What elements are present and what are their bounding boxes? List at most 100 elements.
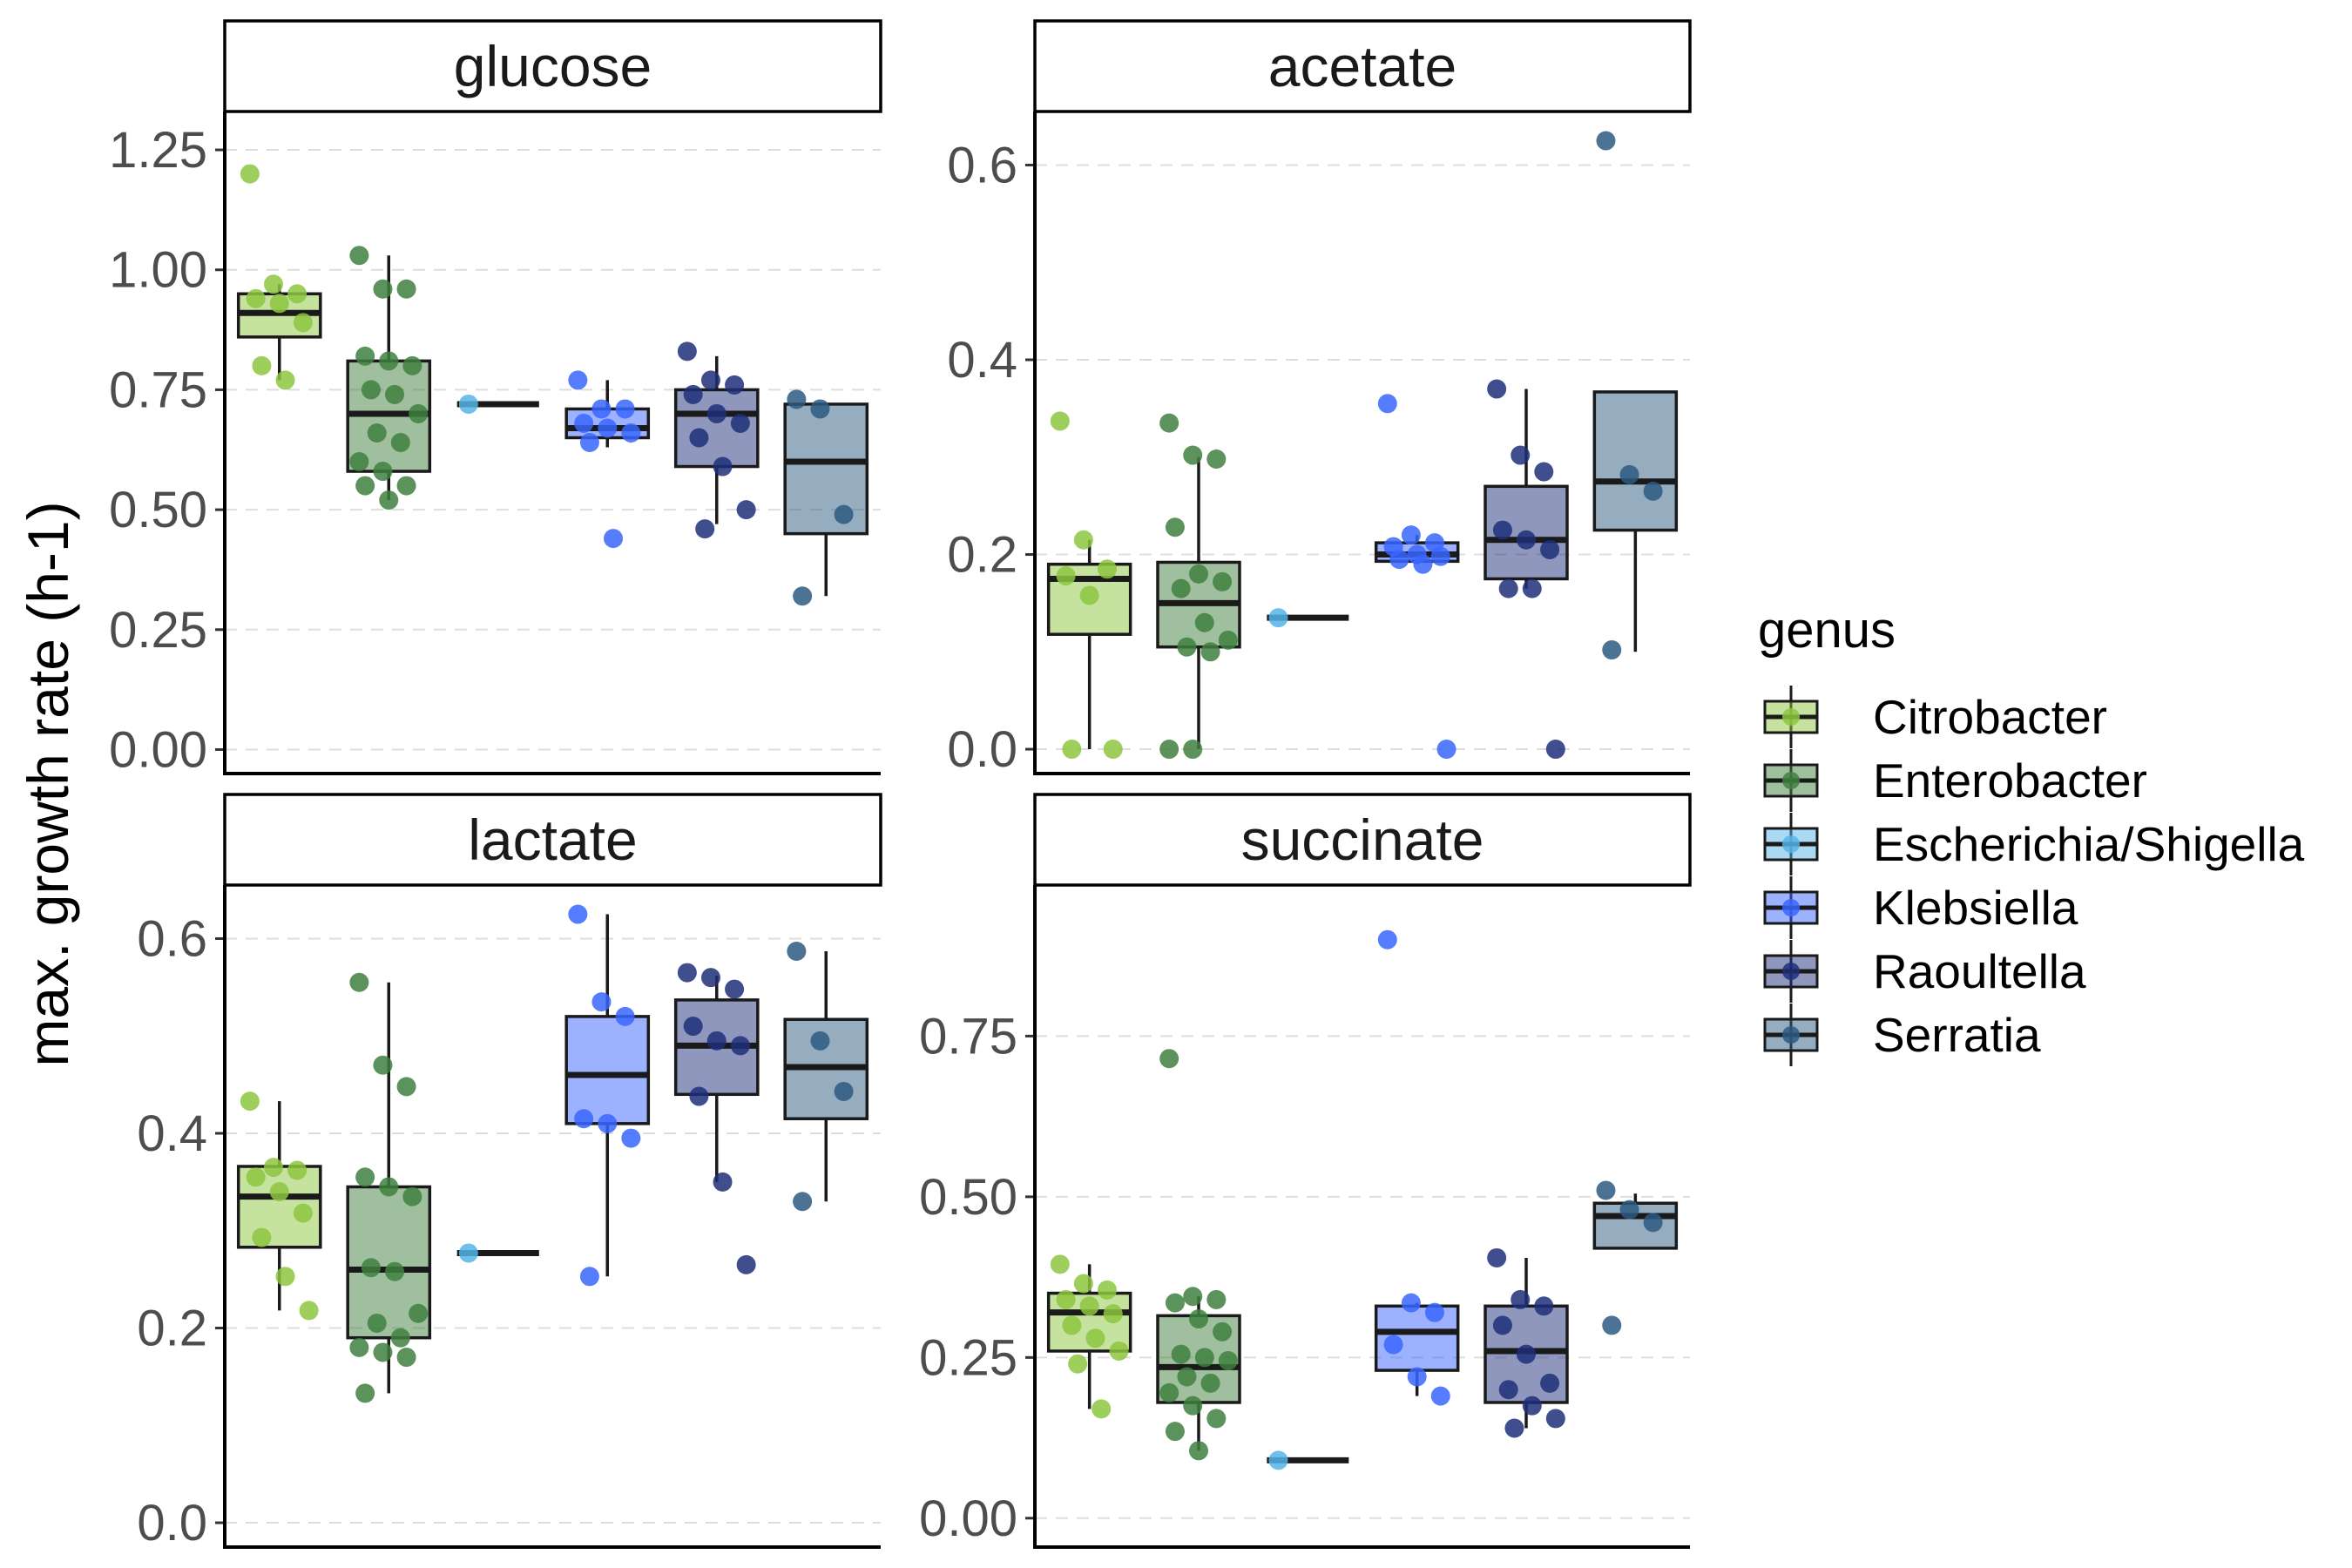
box-group-acetate-klebsiella [1374, 394, 1460, 760]
data-point-lactate-citrobacter-0 [240, 1092, 260, 1112]
data-point-glucose-raoultella-9 [695, 519, 715, 539]
data-point-succinate-enterobacter-5 [1213, 1321, 1233, 1342]
legend-item-escherichia-shigella: Escherichia/Shigella [1763, 813, 2305, 875]
data-point-lactate-enterobacter-1 [373, 1055, 393, 1075]
data-point-glucose-citrobacter-7 [275, 370, 295, 390]
data-point-acetate-enterobacter-11 [1159, 740, 1179, 760]
data-point-succinate-raoultella-8 [1545, 1409, 1565, 1429]
data-point-glucose-raoultella-6 [689, 428, 709, 448]
data-point-succinate-serratia-1 [1619, 1200, 1639, 1220]
box-group-acetate-escherichia-shigella [1267, 608, 1349, 628]
data-point-succinate-enterobacter-14 [1165, 1422, 1185, 1442]
data-point-acetate-klebsiella-7 [1413, 554, 1433, 574]
data-point-lactate-raoultella-5 [730, 1036, 750, 1056]
y-tick-label-glucose-3: 0.75 [109, 362, 207, 418]
legend-label-citrobacter: Citrobacter [1873, 690, 2107, 744]
data-point-acetate-citrobacter-1 [1073, 530, 1093, 550]
data-point-succinate-escherichia-shigella-0 [1268, 1450, 1288, 1470]
data-point-succinate-raoultella-6 [1498, 1380, 1518, 1400]
data-point-succinate-klebsiella-0 [1377, 929, 1397, 950]
box-group-lactate-raoultella [673, 963, 760, 1274]
data-point-succinate-citrobacter-5 [1103, 1304, 1123, 1324]
box-group-acetate-raoultella [1484, 379, 1569, 760]
panel-lactate: lactate 0.0 0.2 0.4 0.6 [137, 793, 882, 1551]
data-point-succinate-enterobacter-7 [1194, 1348, 1214, 1368]
data-point-acetate-klebsiella-6 [1389, 550, 1409, 570]
data-point-acetate-raoultella-3 [1492, 520, 1512, 540]
data-point-glucose-enterobacter-8 [409, 403, 429, 423]
data-point-glucose-enterobacter-1 [373, 279, 393, 299]
data-point-acetate-enterobacter-0 [1159, 413, 1179, 433]
data-point-glucose-raoultella-1 [700, 370, 720, 390]
panel-glucose: glucose 0.00 0.25 0.50 0.75 1.00 1.25 [109, 19, 882, 778]
data-point-lactate-enterobacter-4 [379, 1177, 399, 1197]
data-point-succinate-serratia-3 [1602, 1315, 1622, 1335]
y-tick-label-acetate-1: 0.2 [947, 527, 1017, 584]
data-point-glucose-enterobacter-13 [396, 476, 416, 496]
data-point-glucose-klebsiella-7 [604, 529, 624, 549]
data-point-lactate-enterobacter-2 [396, 1077, 416, 1097]
data-point-glucose-klebsiella-2 [615, 399, 635, 419]
data-point-succinate-serratia-0 [1596, 1180, 1616, 1200]
data-point-glucose-klebsiella-1 [591, 399, 612, 419]
data-point-succinate-enterobacter-13 [1206, 1409, 1227, 1429]
data-point-succinate-citrobacter-9 [1068, 1354, 1088, 1374]
legend-label-enterobacter: Enterobacter [1873, 754, 2147, 808]
data-point-succinate-citrobacter-3 [1056, 1289, 1076, 1309]
data-point-lactate-citrobacter-7 [275, 1267, 295, 1287]
strip-label-lactate: lactate [468, 808, 637, 872]
data-point-acetate-klebsiella-5 [1430, 546, 1450, 566]
data-point-glucose-enterobacter-2 [396, 279, 416, 299]
data-point-glucose-enterobacter-4 [379, 351, 399, 371]
data-point-lactate-enterobacter-12 [373, 1342, 393, 1362]
box-glucose-serratia [783, 402, 869, 536]
data-point-glucose-enterobacter-7 [385, 384, 405, 404]
data-point-lactate-raoultella-4 [706, 1031, 727, 1051]
data-point-lactate-serratia-0 [787, 942, 807, 961]
y-tick-label-acetate-0: 0.0 [947, 721, 1017, 778]
panels-layer: glucose 0.00 0.25 0.50 0.75 1.00 1.25 acetate 0.… [109, 19, 1692, 1551]
legend-point-raoultella [1782, 963, 1800, 980]
data-point-succinate-klebsiella-1 [1401, 1293, 1421, 1313]
y-tick-label-glucose-5: 1.25 [109, 122, 207, 179]
y-tick-label-glucose-0: 0.00 [109, 721, 207, 778]
data-point-lactate-enterobacter-0 [349, 972, 369, 992]
data-point-acetate-citrobacter-3 [1056, 566, 1076, 586]
data-point-lactate-raoultella-6 [689, 1086, 709, 1106]
y-tick-label-acetate-3: 0.6 [947, 137, 1017, 193]
data-point-acetate-enterobacter-1 [1183, 445, 1203, 465]
legend-title: genus [1758, 602, 1896, 659]
box-group-succinate-escherichia-shigella [1267, 1450, 1349, 1470]
data-point-acetate-raoultella-7 [1522, 578, 1542, 598]
data-point-succinate-citrobacter-0 [1050, 1254, 1070, 1274]
y-tick-label-lactate-1: 0.2 [137, 1301, 207, 1357]
data-point-lactate-citrobacter-2 [287, 1160, 308, 1180]
data-point-succinate-citrobacter-1 [1073, 1274, 1093, 1294]
data-point-lactate-enterobacter-14 [355, 1383, 375, 1403]
box-group-lactate-enterobacter [346, 972, 432, 1403]
data-point-succinate-enterobacter-0 [1159, 1049, 1179, 1069]
data-point-glucose-serratia-0 [787, 389, 807, 409]
y-tick-label-glucose-2: 0.50 [109, 482, 207, 538]
data-point-lactate-enterobacter-5 [402, 1186, 422, 1206]
data-point-succinate-serratia-2 [1643, 1213, 1663, 1233]
data-point-succinate-enterobacter-11 [1159, 1382, 1179, 1402]
data-point-acetate-enterobacter-6 [1171, 578, 1191, 598]
box-group-succinate-serratia [1592, 1180, 1679, 1335]
data-point-succinate-raoultella-2 [1534, 1296, 1554, 1316]
strip-acetate [1033, 19, 1692, 113]
data-point-lactate-citrobacter-6 [252, 1227, 272, 1247]
data-point-glucose-serratia-1 [810, 399, 830, 419]
data-point-lactate-escherichia-shigella-0 [458, 1243, 478, 1263]
box-group-acetate-enterobacter [1156, 413, 1241, 760]
data-point-glucose-enterobacter-3 [355, 346, 375, 366]
y-tick-label-glucose-1: 0.25 [109, 602, 207, 659]
legend-label-serratia: Serratia [1873, 1008, 2041, 1062]
data-point-lactate-citrobacter-3 [246, 1167, 266, 1187]
data-point-glucose-citrobacter-6 [252, 355, 272, 375]
box-group-lactate-serratia [783, 942, 869, 1212]
data-point-succinate-enterobacter-1 [1183, 1287, 1203, 1307]
data-point-acetate-enterobacter-2 [1206, 449, 1227, 469]
box-group-lactate-citrobacter [236, 1092, 322, 1321]
data-point-lactate-klebsiella-1 [591, 992, 612, 1012]
